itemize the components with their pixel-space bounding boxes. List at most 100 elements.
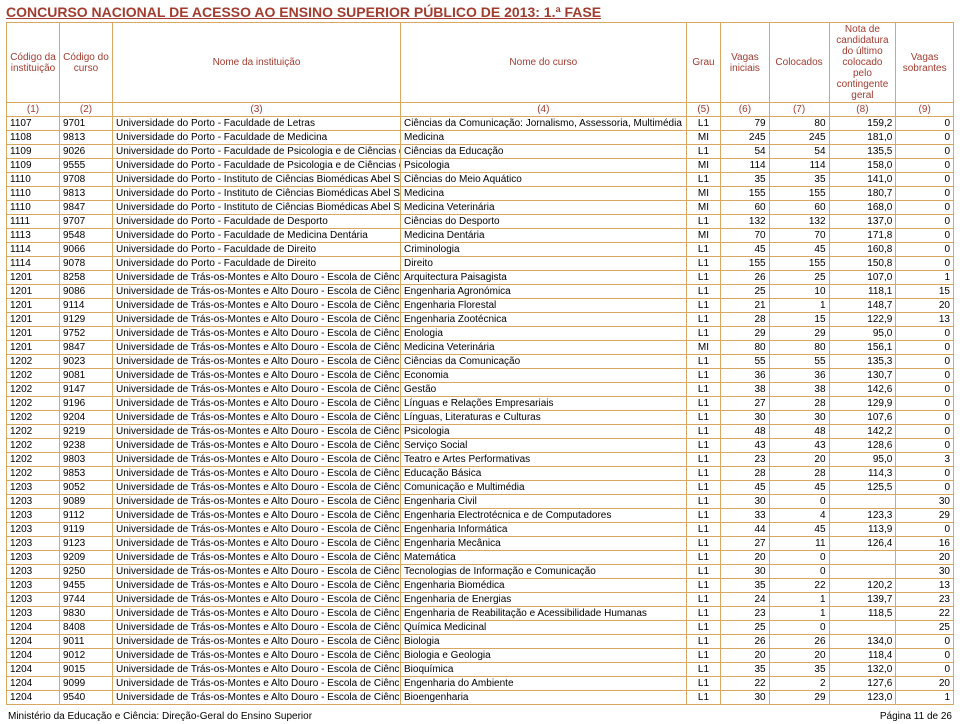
- col-vs-header: Vagas sobrantes: [896, 23, 954, 103]
- table-cell: 181,0: [829, 131, 896, 145]
- table-cell: Universidade do Porto - Instituto de Ciê…: [112, 173, 400, 187]
- table-cell: 9089: [59, 495, 112, 509]
- table-cell: Universidade de Trás-os-Montes e Alto Do…: [112, 509, 400, 523]
- table-cell: 35: [721, 579, 769, 593]
- subheader-cell: (9): [896, 103, 954, 117]
- table-row: 12019114Universidade de Trás-os-Montes e…: [7, 299, 954, 313]
- table-row: 12029196Universidade de Trás-os-Montes e…: [7, 397, 954, 411]
- table-cell: 70: [769, 229, 829, 243]
- table-cell: Química Medicinal: [400, 621, 686, 635]
- table-cell: 0: [896, 467, 954, 481]
- table-cell: 0: [896, 229, 954, 243]
- table-cell: Psicologia: [400, 425, 686, 439]
- table-cell: 132: [769, 215, 829, 229]
- table-cell: 1203: [7, 495, 60, 509]
- table-cell: 0: [769, 551, 829, 565]
- table-row: 12019847Universidade de Trás-os-Montes e…: [7, 341, 954, 355]
- table-cell: 9744: [59, 593, 112, 607]
- table-cell: Universidade de Trás-os-Montes e Alto Do…: [112, 411, 400, 425]
- table-cell: 118,5: [829, 607, 896, 621]
- table-row: 12029147Universidade de Trás-os-Montes e…: [7, 383, 954, 397]
- subheader-row: (1) (2) (3) (4) (5) (6) (7) (8) (9): [7, 103, 954, 117]
- table-cell: 29: [769, 327, 829, 341]
- table-cell: Universidade de Trás-os-Montes e Alto Do…: [112, 439, 400, 453]
- table-cell: 20: [721, 649, 769, 663]
- table-cell: 36: [769, 369, 829, 383]
- table-cell: [829, 551, 896, 565]
- table-cell: 142,6: [829, 383, 896, 397]
- table-cell: 1: [769, 593, 829, 607]
- subheader-cell: (3): [112, 103, 400, 117]
- table-cell: 1109: [7, 145, 60, 159]
- table-cell: Ciências do Meio Aquático: [400, 173, 686, 187]
- table-cell: 36: [721, 369, 769, 383]
- table-cell: 1110: [7, 201, 60, 215]
- table-cell: 9196: [59, 397, 112, 411]
- table-cell: 0: [769, 565, 829, 579]
- table-cell: 45: [769, 523, 829, 537]
- table-cell: 60: [721, 201, 769, 215]
- table-cell: 9204: [59, 411, 112, 425]
- table-cell: Universidade de Trás-os-Montes e Alto Do…: [112, 551, 400, 565]
- table-cell: 129,9: [829, 397, 896, 411]
- table-row: 12018258Universidade de Trás-os-Montes e…: [7, 271, 954, 285]
- table-cell: Universidade do Porto - Faculdade de Dir…: [112, 257, 400, 271]
- table-cell: 38: [769, 383, 829, 397]
- table-cell: 137,0: [829, 215, 896, 229]
- table-cell: 125,5: [829, 481, 896, 495]
- table-cell: 0: [896, 663, 954, 677]
- table-cell: MI: [686, 201, 721, 215]
- table-cell: Universidade de Trás-os-Montes e Alto Do…: [112, 271, 400, 285]
- table-cell: Engenharia de Energias: [400, 593, 686, 607]
- table-cell: Criminologia: [400, 243, 686, 257]
- table-row: 11109847Universidade do Porto - Institut…: [7, 201, 954, 215]
- table-cell: 60: [769, 201, 829, 215]
- table-cell: 135,5: [829, 145, 896, 159]
- table-cell: Engenharia Electrotécnica e de Computado…: [400, 509, 686, 523]
- table-cell: 4: [769, 509, 829, 523]
- table-cell: L1: [686, 257, 721, 271]
- table-cell: 15: [769, 313, 829, 327]
- table-row: 12029023Universidade de Trás-os-Montes e…: [7, 355, 954, 369]
- table-cell: 8408: [59, 621, 112, 635]
- table-cell: MI: [686, 187, 721, 201]
- table-cell: 155: [769, 187, 829, 201]
- table-cell: 55: [721, 355, 769, 369]
- table-cell: 0: [896, 341, 954, 355]
- table-cell: 122,9: [829, 313, 896, 327]
- table-row: 12049011Universidade de Trás-os-Montes e…: [7, 635, 954, 649]
- table-cell: 155: [721, 187, 769, 201]
- table-cell: Engenharia Zootécnica: [400, 313, 686, 327]
- table-row: 12039830Universidade de Trás-os-Montes e…: [7, 607, 954, 621]
- table-cell: 245: [769, 131, 829, 145]
- table-cell: 0: [896, 635, 954, 649]
- table-cell: L1: [686, 593, 721, 607]
- table-cell: 9238: [59, 439, 112, 453]
- table-cell: Ciências da Comunicação: [400, 355, 686, 369]
- table-cell: Universidade do Porto - Faculdade de Med…: [112, 131, 400, 145]
- table-cell: Universidade do Porto - Faculdade de Let…: [112, 117, 400, 131]
- table-cell: 38: [721, 383, 769, 397]
- table-cell: 1202: [7, 355, 60, 369]
- table-cell: 44: [721, 523, 769, 537]
- table-cell: 33: [721, 509, 769, 523]
- table-cell: 1108: [7, 131, 60, 145]
- table-cell: 30: [769, 411, 829, 425]
- table-row: 12019086Universidade de Trás-os-Montes e…: [7, 285, 954, 299]
- table-cell: L1: [686, 649, 721, 663]
- table-cell: 118,4: [829, 649, 896, 663]
- table-cell: L1: [686, 495, 721, 509]
- table-cell: Universidade de Trás-os-Montes e Alto Do…: [112, 341, 400, 355]
- table-cell: Universidade de Trás-os-Montes e Alto Do…: [112, 327, 400, 341]
- table-cell: Universidade de Trás-os-Montes e Alto Do…: [112, 383, 400, 397]
- table-cell: 30: [721, 495, 769, 509]
- table-cell: 134,0: [829, 635, 896, 649]
- table-cell: 1107: [7, 117, 60, 131]
- table-cell: 26: [721, 271, 769, 285]
- table-cell: 9847: [59, 201, 112, 215]
- table-row: 12029204Universidade de Trás-os-Montes e…: [7, 411, 954, 425]
- table-cell: 9119: [59, 523, 112, 537]
- table-cell: 114: [721, 159, 769, 173]
- table-cell: 13: [896, 313, 954, 327]
- table-cell: 1201: [7, 271, 60, 285]
